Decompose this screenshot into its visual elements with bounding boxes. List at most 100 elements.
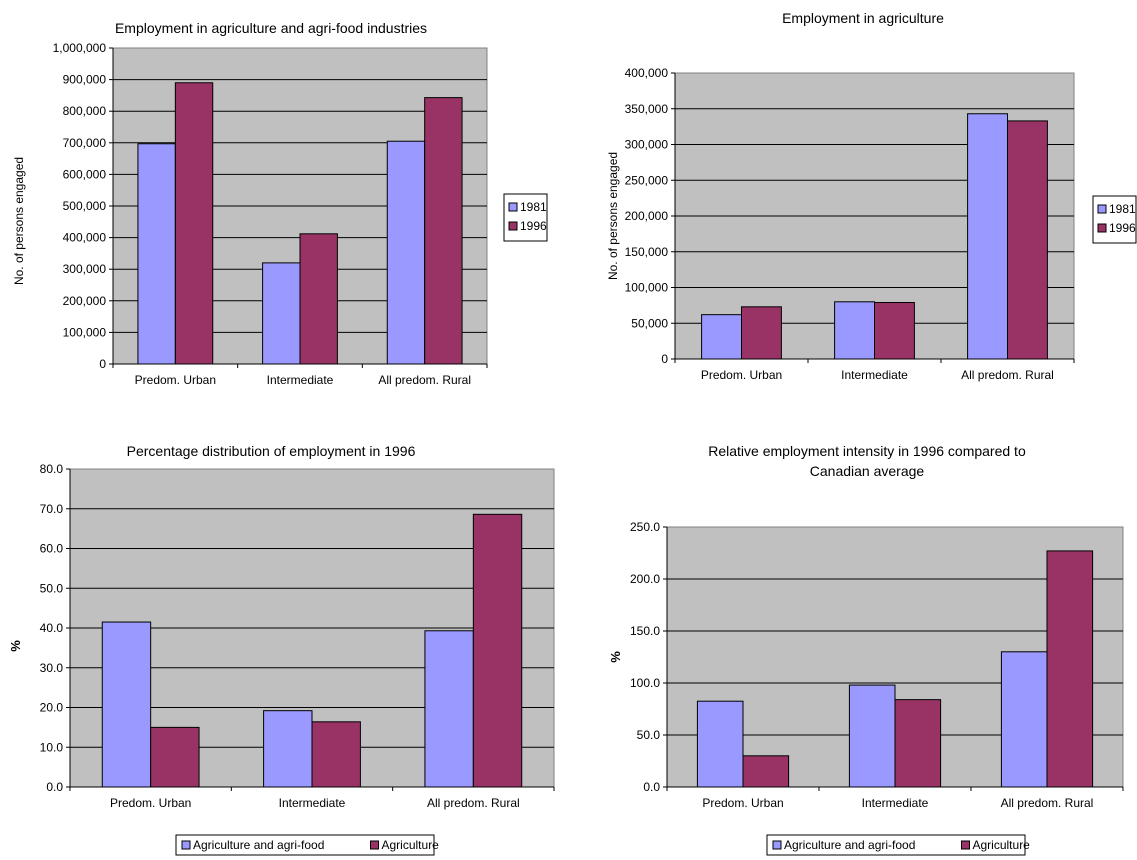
y-tick-label: 700,000 [63,136,107,150]
y-tick-label: 900,000 [63,73,107,87]
y-tick-label: 0.0 [643,780,660,794]
bar-b [174,82,214,365]
bar-b [472,513,523,788]
y-tick-label: 200.0 [630,572,660,586]
chart-percentage-distribution: Percentage distribution of employment in… [8,443,416,652]
y-tick-label: 300,000 [625,138,669,152]
bar-b [742,755,790,788]
y-tick-label: 150,000 [625,245,669,259]
bar-a [1000,651,1048,788]
legend-swatch [370,840,379,850]
bar-b [1046,550,1094,788]
y-tick-label: 0 [99,357,106,371]
x-tick-label: All predom. Rural [1001,796,1094,810]
y-tick-label: 150.0 [630,624,660,638]
x-tick-label: All predom. Rural [378,373,471,387]
bar-b [311,721,361,788]
x-tick-label: Intermediate [841,368,908,382]
x-tick-label: Predom. Urban [702,796,783,810]
legend-label: Agriculture [382,838,440,852]
chart-3-title: Percentage distribution of employment in… [127,443,416,459]
y-tick-label: 250.0 [630,520,660,534]
y-tick-label: 0.0 [46,780,63,794]
chart-2-ylabel: No. of persons engaged [606,152,620,280]
chart-1-plot: 0 100,000 200,000 300,000 400,000 500,000 600,… [53,41,548,387]
chart-4-title-line-1: Relative employment intensity in 1996 co… [708,443,1026,459]
x-tick-label: Predom. Urban [110,796,191,810]
legend-box [1092,195,1137,244]
y-tick-label: 1,000,000 [53,41,107,55]
chart-relative-intensity: Relative employment intensity in 1996 co… [608,443,1026,663]
y-tick-label: 20.0 [40,701,64,715]
y-tick-label: 800,000 [63,104,107,118]
bar-a [424,630,474,788]
bar-b [424,97,463,365]
legend-swatch [508,221,518,231]
y-tick-label: 100,000 [625,281,669,295]
x-tick-label: Predom. Urban [135,373,216,387]
y-tick-label: 70.0 [40,502,64,516]
bar-a [386,140,426,365]
bar-a [137,143,176,365]
y-tick-label: 400,000 [625,66,669,80]
legend-label: 1981 [1109,202,1136,216]
bar-a [701,314,742,360]
x-tick-label: Intermediate [279,796,346,810]
bar-a [262,262,301,365]
chart-2-plot: 0 50,000 100,000 150,000 200,000 250,000 300,0… [625,66,1137,382]
bar-a [967,113,1008,360]
y-tick-label: 50,000 [631,316,668,330]
legend-label: Agriculture and agri-food [193,838,324,852]
legend-box [766,834,1026,856]
y-tick-label: 200,000 [625,209,669,223]
x-tick-label: All predom. Rural [427,796,520,810]
bar-b [299,233,338,365]
chart-employment-agri-food: Employment in agriculture and agri-food … [12,20,427,285]
legend-box [503,193,548,242]
chart-1-ylabel: No. of persons engaged [12,157,26,285]
y-tick-label: 350,000 [625,102,669,116]
x-tick-label: Intermediate [267,373,334,387]
legend-label: Agriculture and agri-food [784,838,915,852]
chart-4-plot: 0.0 50.0 100.0 150.0 200.0 250.0 Predom. Urban… [630,520,1124,856]
legend-swatch [772,840,782,850]
y-tick-label: 40.0 [40,621,64,635]
bar-a [848,684,896,788]
bar-b [894,699,942,788]
y-tick-label: 200,000 [63,294,107,308]
x-tick-label: Predom. Urban [701,368,782,382]
y-tick-label: 600,000 [63,167,107,181]
x-tick-label: All predom. Rural [961,368,1054,382]
legend-label: 1996 [1109,221,1136,235]
bar-a [263,710,313,788]
chart-3-ylabel: % [8,640,23,652]
legend-label: 1996 [520,219,547,233]
bar-b [874,302,915,360]
legend-box [175,834,435,856]
y-tick-label: 80.0 [40,462,64,476]
chart-2-title: Employment in agriculture [782,10,944,26]
legend-label: Agriculture [973,838,1031,852]
x-tick-label: Intermediate [862,796,929,810]
bar-b [1007,120,1048,360]
chart-employment-agriculture: Employment in agriculture No. of persons… [606,10,944,280]
legend-label: 1981 [520,200,547,214]
y-tick-label: 10.0 [40,740,64,754]
y-tick-label: 400,000 [63,231,107,245]
y-tick-label: 30.0 [40,661,64,675]
y-tick-label: 250,000 [625,173,669,187]
chart-3-plot: 0.0 10.0 20.0 30.0 40.0 50.0 60.0 70.0 80.0 Predo… [40,462,555,856]
y-tick-label: 0 [661,352,668,366]
legend-swatch [1097,204,1107,214]
chart-4-ylabel: % [608,651,623,663]
y-tick-label: 50.0 [637,728,661,742]
y-tick-label: 100,000 [63,325,107,339]
legend-swatch [1097,223,1107,233]
y-tick-label: 100.0 [630,676,660,690]
legend-swatch [181,840,191,850]
y-tick-label: 60.0 [40,542,64,556]
bar-a [101,621,152,788]
y-tick-label: 300,000 [63,262,107,276]
chart-4-title-line-2: Canadian average [810,463,925,479]
y-tick-label: 50.0 [40,581,64,595]
